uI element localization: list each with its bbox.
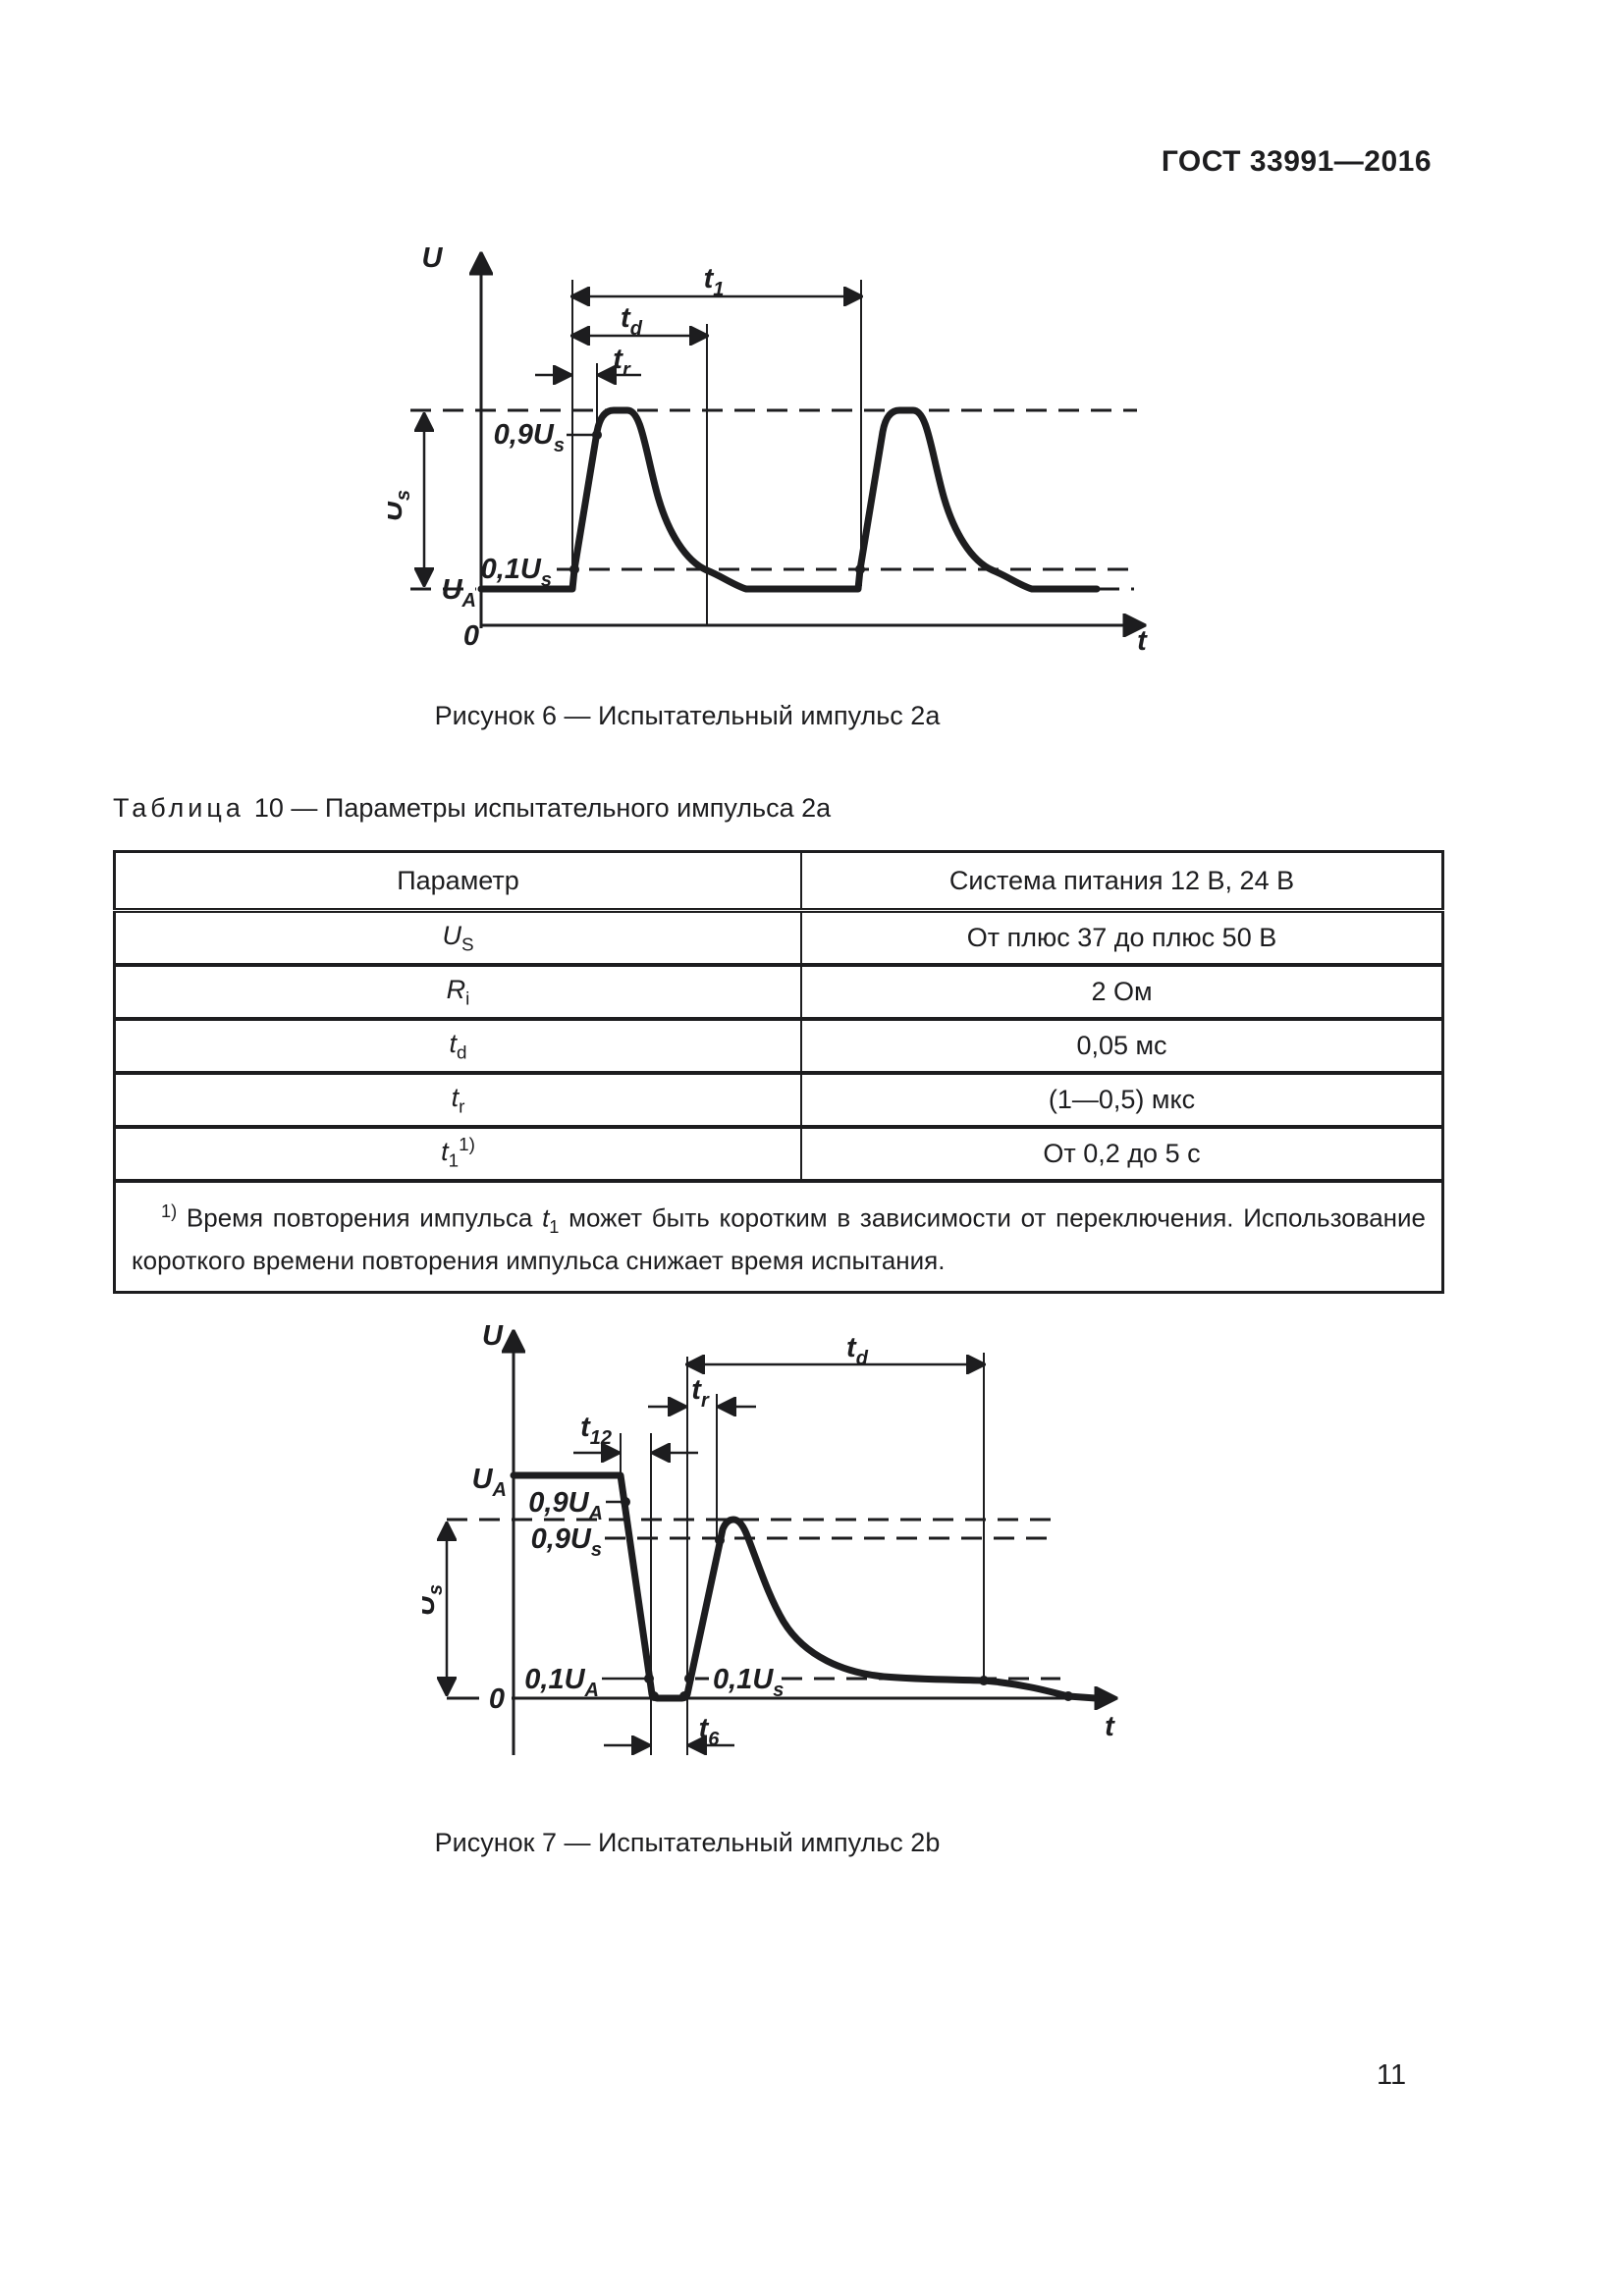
param-tr: tr [113,1073,802,1129]
value-ri: 2 Ом [800,965,1444,1021]
point-09ua-fall [621,1497,630,1507]
origin-label-mask [479,1682,512,1712]
param-ri: Ri [113,965,802,1021]
point-zero-start [649,1691,659,1701]
u-axis-label: U [422,242,444,274]
point-09us-rise [592,430,602,440]
figure-6-caption: Рисунок 6 — Испытательный импульс 2а [434,701,941,730]
us-arrow-label: Us [422,1584,447,1616]
origin-label: 0 [463,620,479,652]
table-row: tr (1—0,5) мкс [113,1073,1444,1129]
dim-tr-label: tr [613,344,631,381]
figure-7-waveform-diagram: U t 0 td tr t12 t6 UA 0,9UA 0,9Us 0,1UA … [422,1320,1149,1755]
point-zero-end [679,1691,689,1701]
origin-label: 0 [489,1683,505,1715]
page-number: 11 [1377,2059,1407,2091]
figure-7-caption: Рисунок 7 — Испытательный импульс 2b [434,1828,941,1857]
param-us: US [113,910,802,967]
table-title-rest: 10 — Параметры испытательного импульса 2… [253,793,832,823]
col-header-parameter: Параметр [113,850,802,913]
value-t1: От 0,2 до 5 с [800,1127,1444,1183]
figure-6-waveform-diagram: U t 0 t1 td tr 0,9Us 0,1Us UA Us [388,242,1148,657]
table-header-row: Параметр Система питания 12 В, 24 В [113,850,1444,913]
level-09ua-label: 0,9UA [528,1487,603,1524]
value-us: От плюс 37 до плюс 50 В [800,910,1444,967]
col-header-system: Система питания 12 В, 24 В [800,850,1444,913]
t-axis-label: t [1137,625,1148,657]
point-01us-rise [684,1674,694,1683]
level-01us-label: 0,1Us [713,1664,784,1701]
ua-level-label: UA [472,1464,507,1501]
value-tr: (1—0,5) мкс [800,1073,1444,1129]
point-curve-end [1063,1691,1073,1701]
table-title-word: Таблица [113,793,244,823]
table-row: t11) От 0,2 до 5 с [113,1127,1444,1183]
level-01us-label: 0,1Us [481,554,552,591]
point-01us-rise-1 [569,564,579,574]
param-td: td [113,1019,802,1075]
table-footnote-row: 1) Время повторения импульса t1 может бы… [115,1181,1443,1292]
us-arrow-label: Us [388,490,414,521]
param-t1: t11) [113,1127,802,1183]
t-axis-label: t [1105,1711,1115,1742]
table-row: td 0,05 мс [113,1019,1444,1075]
dim-tr-label: tr [691,1374,710,1412]
table-row: US От плюс 37 до плюс 50 В [113,910,1444,967]
level-09us-label: 0,9Us [494,419,565,456]
dim-td-label: td [846,1332,869,1369]
level-01ua-label: 0,1UA [524,1664,599,1701]
document-header: ГОСТ 33991—2016 [1161,145,1432,178]
point-01us-decay [979,1676,989,1685]
table-footnote: 1) Время повторения импульса t1 может бы… [132,1201,1427,1275]
point-09us-rise [715,1535,725,1545]
table-row: Ri 2 Ом [113,965,1444,1021]
dim-t6-label: t6 [699,1713,721,1750]
point-01us-rise-2 [855,564,865,574]
level-09us-label: 0,9Us [531,1523,602,1561]
pulse-2a-curve [477,406,1101,593]
dim-td-label: td [621,302,643,340]
dim-t1-label: t1 [704,263,725,300]
table-title: Таблица 10 — Параметры испытательного имп… [113,793,831,824]
dim-t12-label: t12 [580,1412,612,1449]
value-td: 0,05 мс [800,1019,1444,1075]
ua-level-label: UA [442,574,476,612]
table-pulse-2a-parameters: Параметр Система питания 12 В, 24 В US О… [113,850,1444,1294]
point-01ua-fall [644,1674,654,1683]
u-axis-label: U [482,1320,504,1352]
